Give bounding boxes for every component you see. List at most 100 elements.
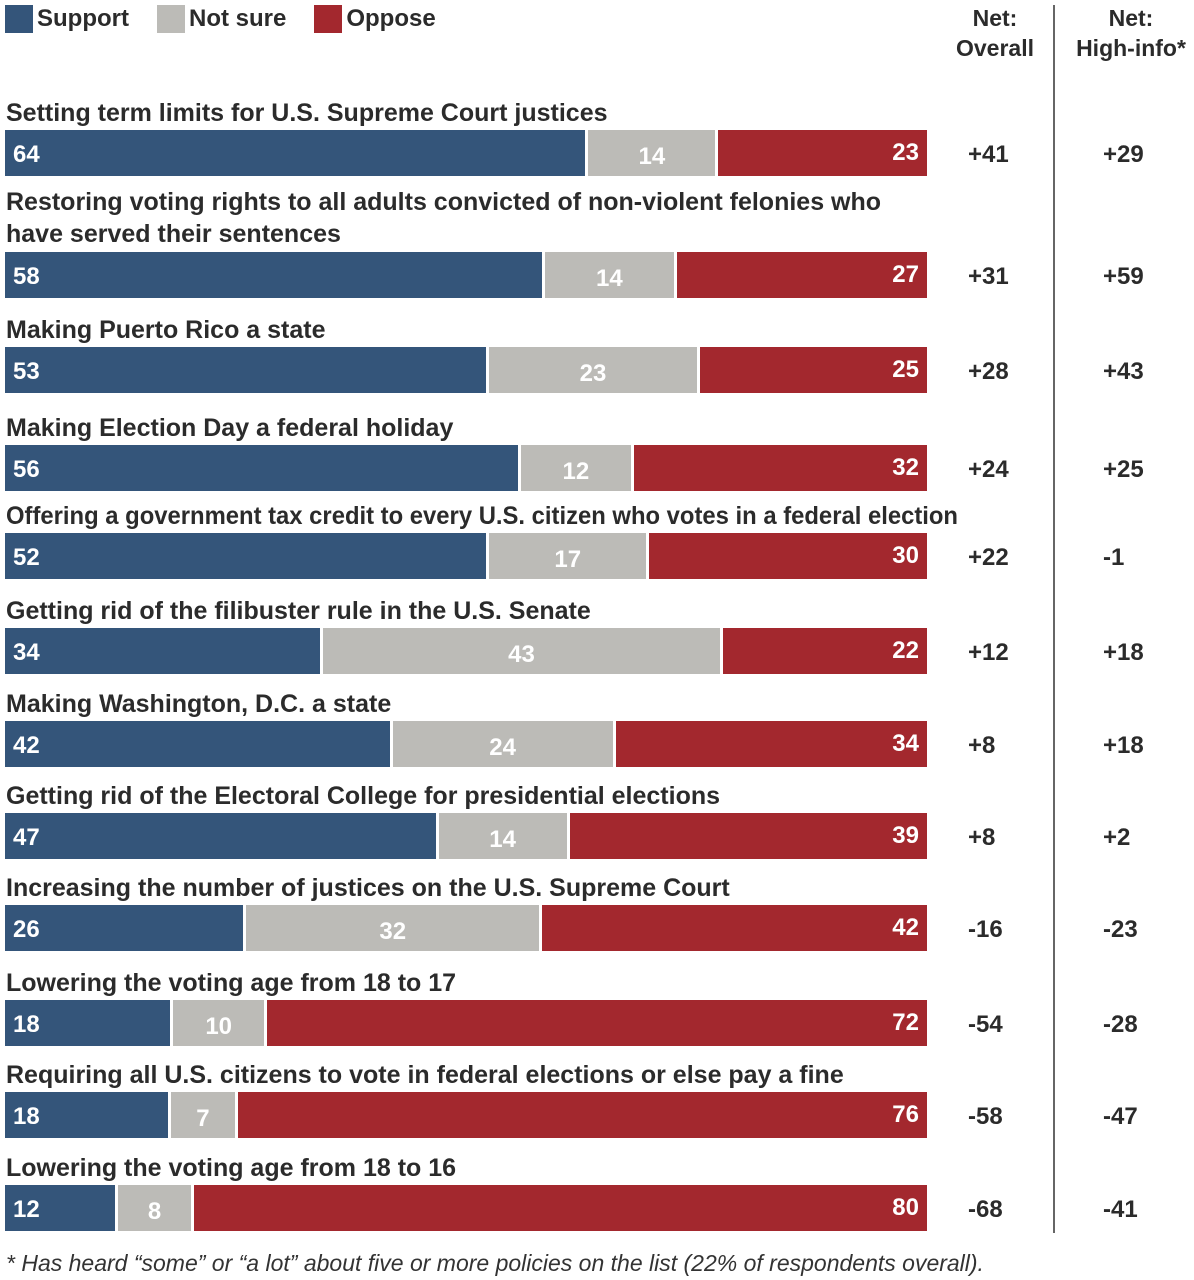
data-label: 32 <box>379 918 407 945</box>
data-label: 34 <box>13 639 40 666</box>
legend-swatch-oppose <box>314 5 343 33</box>
legend-oppose: Oppose <box>314 5 436 33</box>
data-label: 42 <box>892 914 919 941</box>
net-high-info-value: +43 <box>1103 358 1144 385</box>
bar-segment-support: 47 <box>5 813 436 859</box>
category-label: Offering a government tax credit to ever… <box>6 500 958 532</box>
net-overall-value: +41 <box>968 141 1009 168</box>
data-label: 53 <box>13 358 40 385</box>
bar-segment-support: 58 <box>5 252 542 298</box>
header-line: Net: <box>972 5 1018 31</box>
legend-label: Oppose <box>346 5 436 32</box>
data-label: 80 <box>892 1194 919 1221</box>
category-label: Setting term limits for U.S. Supreme Cou… <box>6 97 608 129</box>
legend-swatch-not-sure <box>156 5 185 33</box>
category-label: Lowering the voting age from 18 to 16 <box>6 1152 456 1184</box>
bar-segment-oppose: 23 <box>718 130 927 176</box>
category-label-line: Lowering the voting age from 18 to 16 <box>6 1154 457 1182</box>
category-label-line: Making Puerto Rico a state <box>6 316 326 344</box>
data-label: 42 <box>13 732 40 759</box>
data-label: 7 <box>196 1105 210 1132</box>
net-high-info-value: -23 <box>1103 916 1138 943</box>
data-label: 39 <box>892 822 919 849</box>
data-label: 12 <box>13 1196 40 1223</box>
bar-segment-support: 26 <box>5 905 244 951</box>
bar-segment-oppose: 25 <box>700 347 927 393</box>
data-label: 22 <box>892 637 919 664</box>
bar-segment-not-sure: 14 <box>544 252 675 298</box>
category-label-line: Getting rid of the Electoral College for… <box>6 782 721 810</box>
net-overall-value: +24 <box>968 456 1009 483</box>
bar-segment-support: 34 <box>5 628 320 674</box>
bar-segment-not-sure: 24 <box>392 721 613 767</box>
bar-segment-support: 18 <box>5 1092 169 1138</box>
category-label-line: Getting rid of the filibuster rule in th… <box>6 597 591 625</box>
net-high-info-value: -28 <box>1103 1011 1138 1038</box>
data-label: 24 <box>489 734 516 761</box>
data-label: 14 <box>596 265 623 292</box>
data-label: 14 <box>638 143 666 170</box>
bar-segment-not-sure: 17 <box>489 533 647 579</box>
category-label: Making Puerto Rico a state <box>6 314 326 346</box>
net-high-info-value: +18 <box>1103 732 1144 759</box>
data-label: 56 <box>13 456 40 483</box>
data-label: 34 <box>892 730 919 757</box>
bar-segment-not-sure: 10 <box>172 1000 265 1046</box>
bar-segment-oppose: 22 <box>723 628 927 674</box>
category-label-line: have served their sentences <box>6 220 341 248</box>
data-label: 32 <box>892 454 919 481</box>
category-label-line: Lowering the voting age from 18 to 17 <box>6 969 457 997</box>
net-high-info-value: +18 <box>1103 639 1144 666</box>
data-label: 64 <box>13 141 40 168</box>
category-label-line: Offering a government tax credit to ever… <box>6 502 958 530</box>
bar-segment-not-sure: 14 <box>438 813 567 859</box>
bar-segment-not-sure: 8 <box>117 1185 192 1231</box>
bar-segment-oppose: 30 <box>649 533 927 579</box>
data-label: 23 <box>579 360 607 387</box>
net-overall-value: -58 <box>968 1103 1003 1130</box>
net-overall-value: -54 <box>968 1011 1003 1038</box>
net-overall-value: +12 <box>968 639 1009 666</box>
category-label: Restoring voting rights to all adults co… <box>6 186 881 250</box>
data-label: 72 <box>892 1009 919 1036</box>
data-label: 76 <box>892 1101 919 1128</box>
bar-segment-support: 64 <box>5 130 586 176</box>
net-high-info-value: -1 <box>1103 544 1125 571</box>
net-high-info-value: -41 <box>1103 1196 1138 1223</box>
header-net-high-info: Net: High-info* <box>1066 3 1194 63</box>
header-net-overall: Net: Overall <box>940 3 1050 63</box>
bar-segment-support: 53 <box>5 347 486 393</box>
net-overall-value: -68 <box>968 1196 1003 1223</box>
legend: Support Not sure Oppose <box>5 5 464 33</box>
data-label: 47 <box>13 824 40 851</box>
data-label: 52 <box>13 544 40 571</box>
header-line: Net: <box>1108 5 1154 31</box>
bar-segment-not-sure: 12 <box>520 445 631 491</box>
category-label: Making Washington, D.C. a state <box>6 688 391 720</box>
category-label-line: Making Election Day a federal holiday <box>6 414 454 442</box>
legend-label: Not sure <box>188 5 287 32</box>
net-overall-value: +8 <box>968 732 996 759</box>
bar-segment-not-sure: 14 <box>588 130 716 176</box>
category-label: Increasing the number of justices on the… <box>6 872 730 904</box>
category-label: Getting rid of the Electoral College for… <box>6 780 720 812</box>
bar-segment-support: 18 <box>5 1000 170 1046</box>
bar-segment-not-sure: 23 <box>488 347 698 393</box>
data-label: 8 <box>147 1198 162 1225</box>
legend-label: Support <box>37 5 129 32</box>
data-label: 12 <box>562 458 590 485</box>
net-overall-value: +28 <box>968 358 1009 385</box>
data-label: 10 <box>205 1013 233 1040</box>
bar-segment-support: 12 <box>5 1185 115 1231</box>
net-overall-value: +31 <box>968 263 1009 290</box>
net-high-info-value: +25 <box>1103 456 1144 483</box>
net-high-info-value: +59 <box>1103 263 1144 290</box>
bar-segment-not-sure: 32 <box>246 905 540 951</box>
category-label-line: Setting term limits for U.S. Supreme Cou… <box>6 99 608 127</box>
category-label: Requiring all U.S. citizens to vote in f… <box>6 1059 844 1091</box>
bar-segment-support: 56 <box>5 445 518 491</box>
category-label: Making Election Day a federal holiday <box>6 412 453 444</box>
net-overall-value: +22 <box>968 544 1009 571</box>
category-label-line: Increasing the number of justices on the… <box>6 874 730 902</box>
header-line: Overall <box>956 35 1034 61</box>
